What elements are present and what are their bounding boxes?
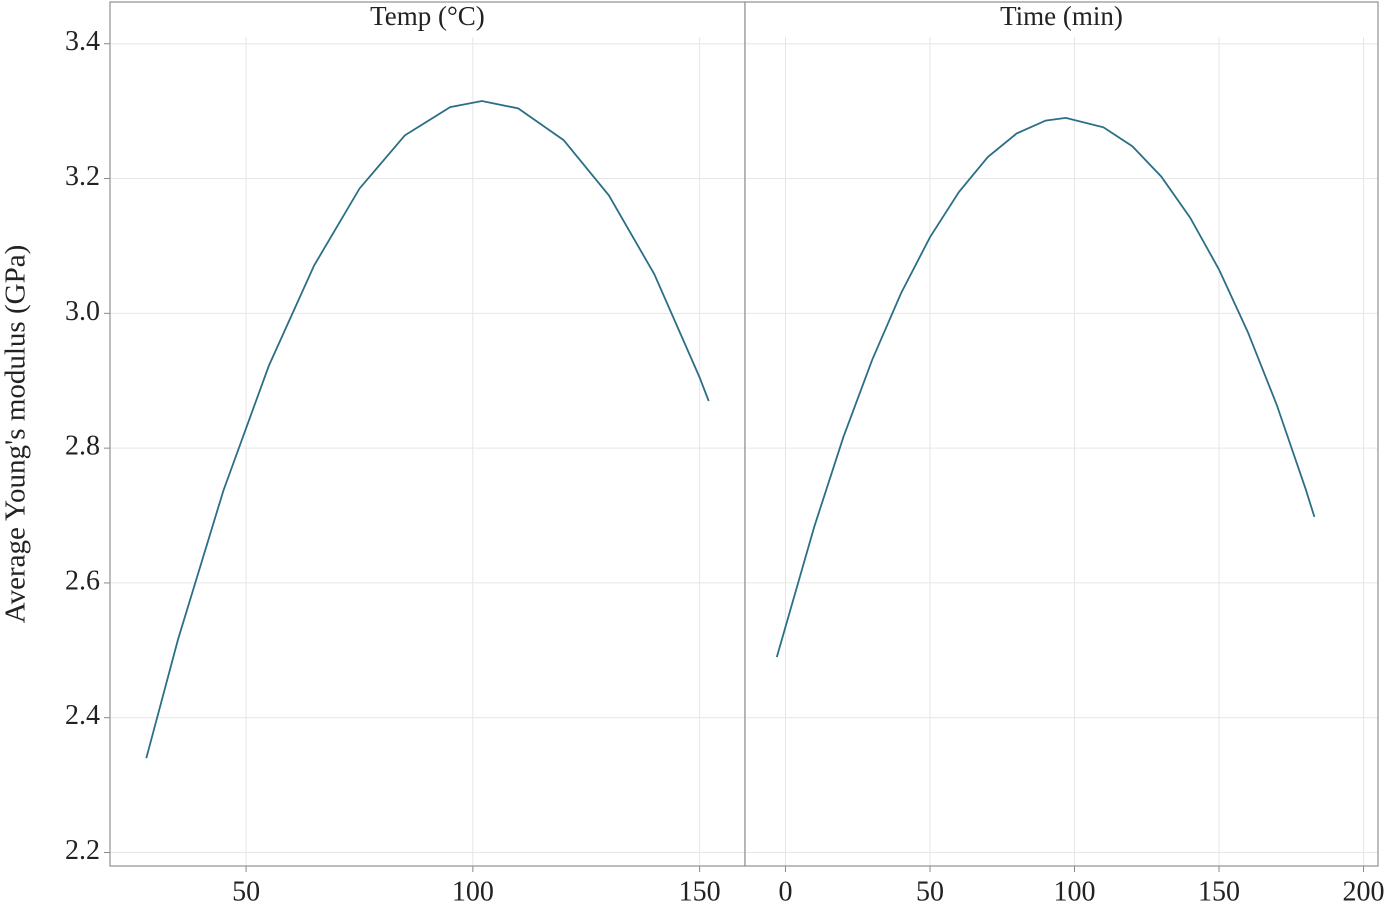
panel-background xyxy=(110,2,745,866)
y-tick-label: 3.2 xyxy=(65,161,100,192)
panel-title: Time (min) xyxy=(1000,1,1123,31)
y-tick-label: 2.6 xyxy=(65,565,100,596)
y-tick-label: 2.8 xyxy=(65,431,100,462)
x-tick-label: 200 xyxy=(1343,876,1385,907)
y-tick-label: 3.4 xyxy=(65,26,100,57)
panel-title: Temp (°C) xyxy=(370,1,485,31)
x-tick-label: 150 xyxy=(1198,876,1240,907)
y-tick-label: 2.2 xyxy=(65,835,100,866)
line xyxy=(145,100,710,759)
x-tick-label: 50 xyxy=(916,876,944,907)
y-tick-label: 2.4 xyxy=(65,700,100,731)
line xyxy=(775,116,1316,658)
x-tick-label: 50 xyxy=(232,876,260,907)
x-tick-label: 100 xyxy=(1054,876,1096,907)
x-tick-label: 150 xyxy=(679,876,721,907)
x-tick-label: 0 xyxy=(778,876,792,907)
x-tick-label: 100 xyxy=(452,876,494,907)
y-tick-label: 3.0 xyxy=(65,296,100,327)
panel-border xyxy=(744,1,1379,867)
panel-background xyxy=(745,2,1378,866)
y-axis-label: Average Young's modulus (GPa) xyxy=(0,245,32,623)
